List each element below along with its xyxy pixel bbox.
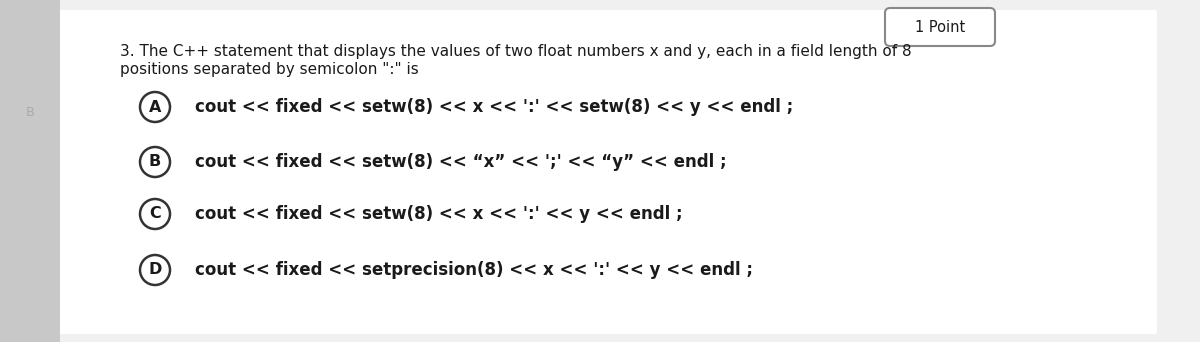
- Text: B: B: [25, 105, 35, 118]
- Text: cout << fixed << setw(8) << x << ':' << setw(8) << y << endl ;: cout << fixed << setw(8) << x << ':' << …: [194, 98, 793, 116]
- Circle shape: [140, 255, 170, 285]
- Text: A: A: [149, 100, 161, 115]
- Text: cout << fixed << setprecision(8) << x << ':' << y << endl ;: cout << fixed << setprecision(8) << x <<…: [194, 261, 754, 279]
- Text: D: D: [149, 263, 162, 277]
- Circle shape: [140, 199, 170, 229]
- Text: 3. The C++ statement that displays the values of two float numbers x and y, each: 3. The C++ statement that displays the v…: [120, 44, 912, 59]
- Circle shape: [140, 92, 170, 122]
- Text: B: B: [149, 155, 161, 170]
- Bar: [0, 0, 60, 342]
- FancyBboxPatch shape: [886, 8, 995, 46]
- Circle shape: [140, 147, 170, 177]
- Text: C: C: [149, 207, 161, 222]
- Text: 1 Point: 1 Point: [914, 19, 965, 35]
- Text: cout << fixed << setw(8) << x << ':' << y << endl ;: cout << fixed << setw(8) << x << ':' << …: [194, 205, 683, 223]
- Text: positions separated by semicolon ":" is: positions separated by semicolon ":" is: [120, 62, 419, 77]
- Text: cout << fixed << setw(8) << “x” << ';' << “y” << endl ;: cout << fixed << setw(8) << “x” << ';' <…: [194, 153, 727, 171]
- FancyBboxPatch shape: [53, 10, 1157, 334]
